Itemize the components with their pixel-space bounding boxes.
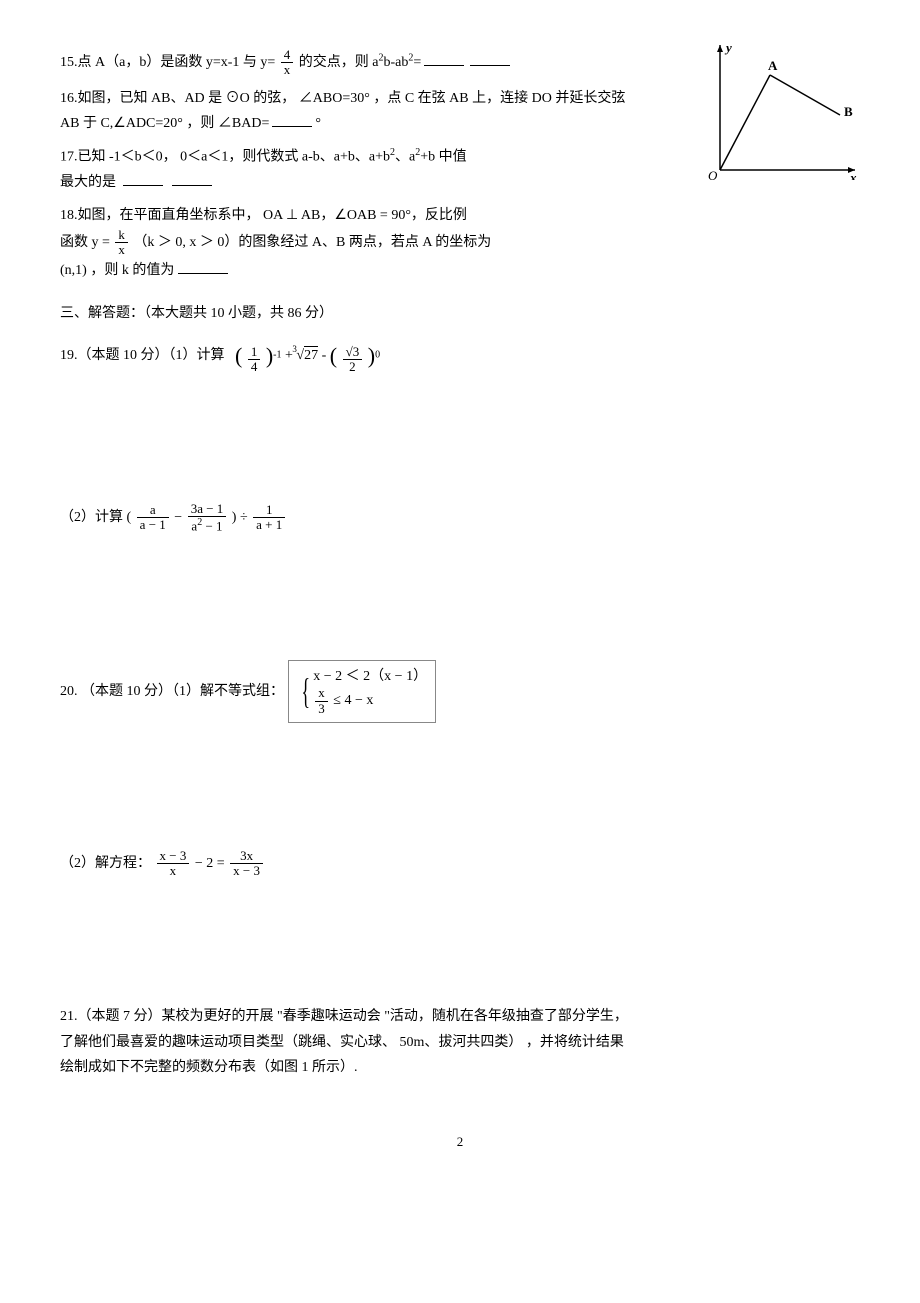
svg-text:y: y [724,40,732,55]
question-19-1: 19.（本题 10 分）（1）计算 ( 1 4 )-1 + 3 √27 - ( … [60,336,860,376]
q15-blank [424,51,464,66]
section-3-heading: 三、解答题：（本大题共 10 小题，共 86 分） [60,301,860,326]
q17-blank [123,171,163,186]
svg-text:A: A [768,58,778,73]
question-20-1: 20. （本题 10 分）（1）解不等式组： { x − 2 ＜ 2（x − 1… [60,660,860,723]
inequality-system-box: { x − 2 ＜ 2（x − 1） x 3 ≤ 4 − x [288,660,437,723]
cube-root-icon: 3 √27 [296,343,318,368]
svg-text:x: x [849,170,857,180]
q15-text: 15.点 A（a，b）是函数 y=x-1 与 y= [60,55,275,70]
svg-text:O: O [708,168,718,180]
q18-blank [178,259,228,274]
left-brace-icon: { [301,673,310,709]
question-19-2: （2）计算 ( a a − 1 − 3a − 1 a2 − 1 ) ÷ 1 a … [60,502,860,534]
q18-frac: k x [115,228,128,258]
q15-frac: 4 x [281,48,294,78]
page-number: 2 [60,1130,860,1153]
question-21: 21.（本题 7 分）某校为更好的开展 "春季趣味运动会 "活动，随机在各年级抽… [60,1004,860,1080]
svg-text:B: B [844,104,853,119]
coordinate-figure: y x A B O [700,40,860,180]
question-20-2: （2）解方程： x − 3 x − 2 = 3x x − 3 [60,849,860,879]
question-18: 18.如图，在平面直角坐标系中， OA ⊥ AB，∠OAB = 90°，反比例 … [60,203,860,283]
q16-blank [272,112,312,127]
